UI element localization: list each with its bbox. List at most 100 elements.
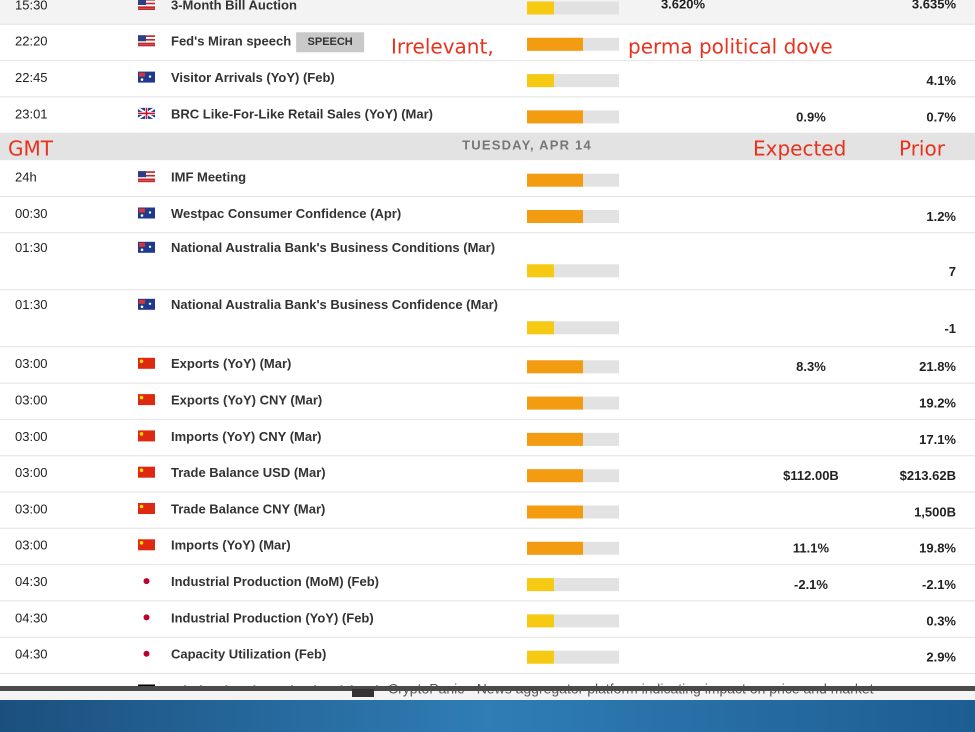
flag-part	[143, 650, 150, 657]
flag-part	[138, 35, 146, 42]
event-name: Capacity Utilization (Feb)	[171, 647, 326, 662]
flag	[138, 241, 155, 253]
day-header-bg	[0, 133, 975, 161]
event-name: IMF Meeting	[171, 170, 246, 185]
flag-part	[148, 245, 152, 248]
event-time: 06:00	[15, 683, 48, 698]
flag-part	[138, 174, 155, 177]
impact-bar	[527, 173, 583, 187]
flag	[138, 430, 155, 442]
prior-value: 1,500B	[914, 504, 956, 519]
flag-part	[138, 180, 155, 183]
flag	[137, 107, 156, 120]
prior-value: 17.1%	[919, 432, 956, 447]
expected-value: $112.00B	[783, 468, 839, 483]
prior-value: 21.8%	[919, 359, 956, 374]
event-row: 04:30 Industrial Production (YoY) (Feb) 0.…	[0, 610, 975, 638]
footer-icon	[352, 689, 374, 697]
event-row: 22:20 Fed's Miran speech SPEECH	[0, 32, 975, 62]
impact-bar	[527, 1, 554, 15]
event-row: 22:45 Visitor Arrivals (YoY) (Feb) 4.1%	[0, 70, 975, 98]
prior-value: -1	[944, 321, 956, 336]
flag-part	[138, 178, 155, 181]
flag-part	[138, 357, 155, 369]
flag-part	[148, 211, 152, 214]
flag-part	[138, 171, 146, 178]
flag-part	[148, 75, 152, 78]
calendar-table: 15:30 3-Month Bill Auction 3.620% 3.635% 22:…	[0, 0, 975, 701]
flag-part	[138, 503, 155, 514]
event-name: Imports (YoY) CNY (Mar)	[171, 429, 321, 444]
impact-bar	[527, 505, 583, 519]
event-row: 04:30 Industrial Production (MoM) (Feb) -2…	[0, 574, 975, 602]
flag	[138, 575, 155, 587]
impact-bar	[527, 210, 583, 223]
flag-part	[138, 171, 155, 183]
event-row: 04:30 Capacity Utilization (Feb) 2.9%	[0, 647, 975, 674]
event-time: 01:30	[15, 240, 48, 255]
event-time: 03:00	[15, 465, 48, 480]
flag-part	[139, 504, 144, 509]
screen-edge	[0, 686, 975, 691]
flag	[138, 35, 155, 47]
flag	[138, 539, 155, 551]
event-time: 15:30	[15, 0, 48, 12]
flag-part	[138, 394, 155, 406]
day-header: TUESDAY, APR 14	[462, 138, 592, 153]
event-name: Trade Balance CNY (Mar)	[171, 501, 325, 516]
event-name: Fed's Miran speech	[171, 34, 291, 49]
event-name: National Australia Bank's Business Confi…	[171, 297, 498, 312]
event-time: 23:01	[15, 106, 48, 121]
impact-bar	[527, 396, 583, 410]
flag-part	[139, 242, 145, 247]
flag-part	[138, 0, 155, 10]
row-bg	[0, 0, 975, 25]
flag-part	[138, 466, 155, 478]
event-name: Exports (YoY) (Mar)	[171, 356, 291, 371]
flag	[138, 298, 155, 310]
flag	[138, 0, 155, 10]
prior-value: 2.9%	[926, 650, 956, 665]
flag-part	[139, 541, 144, 545]
flag	[138, 171, 155, 183]
event-time: 03:00	[15, 501, 48, 516]
event-row: 01:30 National Australia Bank's Business …	[0, 297, 975, 348]
prior-value: 1.0%	[926, 686, 956, 701]
event-row: 24h IMF Meeting	[0, 170, 975, 197]
event-time: 04:30	[15, 610, 48, 625]
impact-bar	[527, 469, 583, 483]
flag-part	[138, 430, 155, 442]
impact-bar	[527, 37, 583, 51]
flag	[138, 503, 155, 514]
event-row: 03:00 Trade Balance CNY (Mar) 1,500B	[0, 501, 975, 529]
flag-part	[138, 112, 155, 115]
event-time: 01:30	[15, 297, 48, 312]
flag	[138, 611, 155, 623]
flag-part	[140, 305, 144, 309]
flag-part	[148, 302, 152, 305]
flag-part	[138, 0, 155, 1]
event-name: Imports (YoY) (Mar)	[171, 538, 291, 553]
flag-part	[138, 207, 155, 219]
event-name: Industrial Production (MoM) (Feb)	[171, 574, 379, 589]
event-name: National Australia Bank's Business Condi…	[171, 240, 495, 255]
flag-part	[138, 35, 155, 37]
event-row: 03:00 Imports (YoY) CNY (Mar) 17.1%	[0, 429, 975, 457]
annotation: perma political dove	[628, 35, 833, 59]
flag-part	[138, 241, 155, 253]
flag-part	[139, 432, 144, 436]
event-row: 06:00 Wholesale Price Index (YoY) (Mar) 1.…	[15, 683, 956, 701]
prior-value: 1.2%	[926, 209, 956, 224]
flag	[138, 71, 155, 83]
impact-bar	[527, 321, 554, 335]
flag	[138, 207, 155, 219]
flag-part	[143, 578, 150, 585]
flag-part	[138, 539, 155, 551]
flag	[138, 648, 155, 660]
flag-part	[139, 468, 144, 473]
flag-part	[138, 35, 155, 47]
impact-bar	[527, 578, 554, 592]
event-name: BRC Like-For-Like Retail Sales (YoY) (Ma…	[171, 106, 433, 121]
prior-value: 7	[949, 264, 956, 279]
